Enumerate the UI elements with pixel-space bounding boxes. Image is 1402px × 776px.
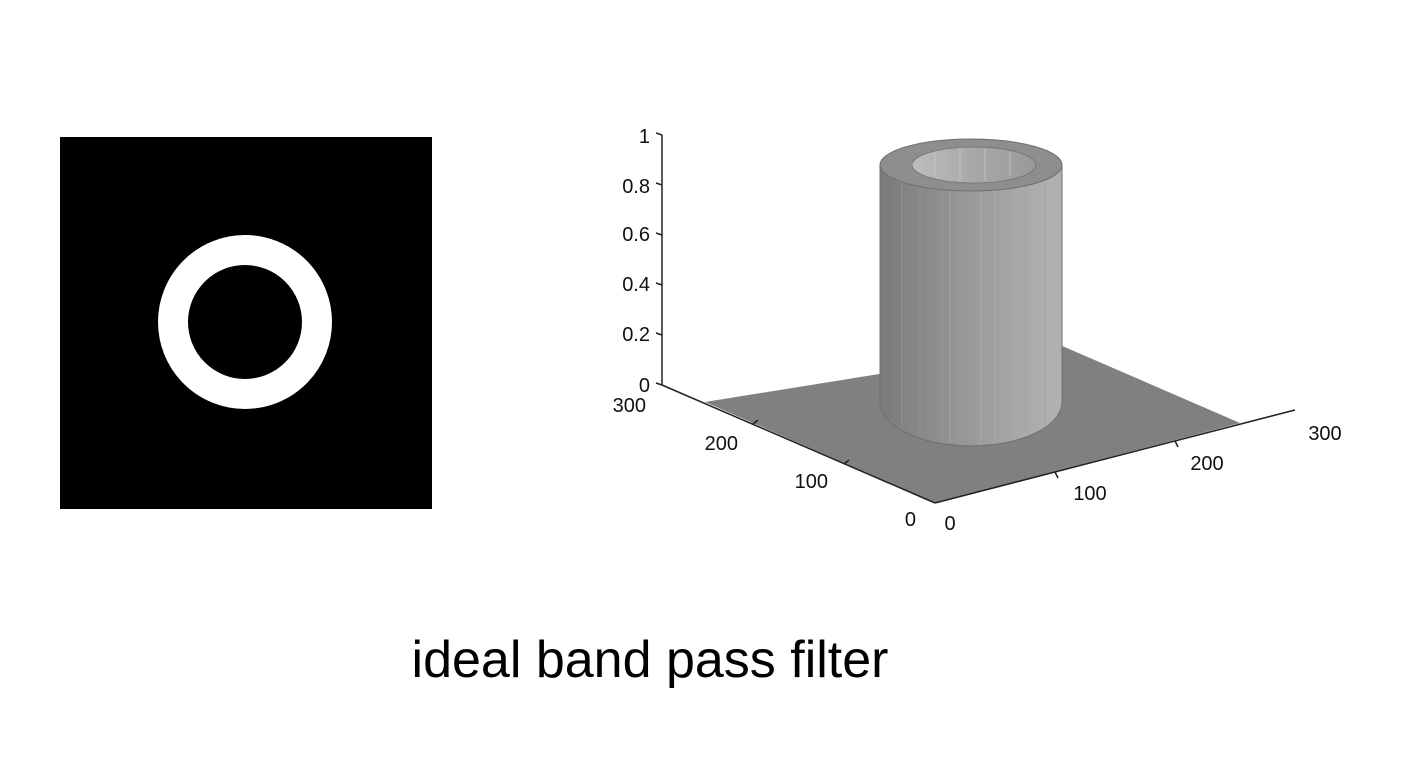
z-tick-label: 0.2 xyxy=(622,324,650,346)
y-tick-label: 300 xyxy=(613,395,646,417)
z-axis-ticks xyxy=(655,132,663,386)
figure-caption: ideal band pass filter xyxy=(411,631,889,689)
surface-plot: 0 0.2 0.4 0.6 0.8 1 300 200 100 0 0 100 … xyxy=(613,126,1342,535)
x-tick-label: 100 xyxy=(1073,483,1106,505)
z-tick-label: 0.4 xyxy=(622,274,650,296)
x-axis-ticks xyxy=(1054,440,1179,479)
x-tick-label: 0 xyxy=(944,513,955,535)
y-tick-label: 100 xyxy=(795,471,828,493)
y-axis-line xyxy=(661,384,936,504)
y-tick-label: 0 xyxy=(905,509,916,531)
x-tick-label: 300 xyxy=(1308,423,1341,445)
y-tick-label: 200 xyxy=(705,433,738,455)
mask-background xyxy=(60,137,432,509)
y-axis-ticks xyxy=(752,419,850,465)
z-tick-label: 0.6 xyxy=(622,224,650,246)
cylinder-inner-opening xyxy=(911,146,1037,184)
pass-band-ring xyxy=(158,235,332,409)
pass-band-cylinder xyxy=(879,138,1063,447)
x-tick-label: 200 xyxy=(1190,453,1223,475)
z-tick-label: 0 xyxy=(639,375,650,397)
z-tick-label: 1 xyxy=(639,126,650,148)
cylinder-outer-wall xyxy=(879,164,1063,447)
filter-mask-image xyxy=(60,137,432,509)
z-tick-label: 0.8 xyxy=(622,176,650,198)
x-axis-line xyxy=(934,409,1296,504)
